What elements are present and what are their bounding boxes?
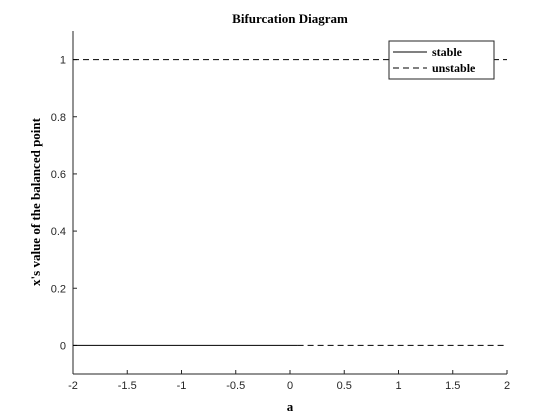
y-tick-label: 0 bbox=[60, 340, 66, 352]
x-tick-label: -0.5 bbox=[226, 380, 245, 392]
x-axis-label: a bbox=[287, 399, 294, 414]
y-axis-label: x's value of the balanced point bbox=[28, 117, 43, 286]
x-tick-label: 1.5 bbox=[445, 380, 460, 392]
legend-label-stable: stable bbox=[432, 45, 463, 59]
y-tick-label: 0.8 bbox=[51, 112, 66, 124]
x-tick-label: -2 bbox=[68, 380, 78, 392]
chart-title: Bifurcation Diagram bbox=[232, 11, 348, 26]
legend-label-unstable: unstable bbox=[432, 61, 476, 75]
x-tick-label: -1 bbox=[177, 380, 187, 392]
x-tick-label: 1 bbox=[395, 380, 401, 392]
x-tick-label: -1.5 bbox=[118, 380, 137, 392]
y-tick-label: 0.2 bbox=[51, 283, 66, 295]
legend-box bbox=[388, 40, 495, 80]
y-tick-label: 1 bbox=[60, 55, 66, 67]
legend: stable unstable bbox=[388, 40, 495, 80]
y-tick-label: 0.4 bbox=[51, 226, 66, 238]
x-tick-label: 0.5 bbox=[337, 380, 352, 392]
x-tick-label: 2 bbox=[504, 380, 510, 392]
y-tick-label: 0.6 bbox=[51, 169, 66, 181]
plot-area: -2 -1.5 -1 -0.5 0 0.5 1 1.5 2 0 0.2 0.4 0.6 0.8 1 bbox=[51, 31, 510, 392]
x-tick-label: 0 bbox=[287, 380, 293, 392]
